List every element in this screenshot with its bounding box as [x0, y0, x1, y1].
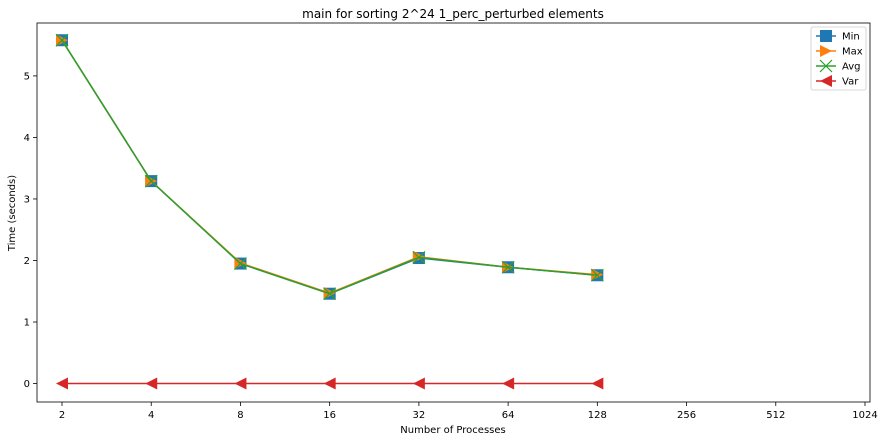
data-point-avg	[234, 257, 247, 270]
y-axis-label: Time (seconds)	[7, 175, 18, 252]
x-tick-label: 4	[148, 410, 154, 421]
x-marker-stroke	[55, 33, 69, 47]
data-point-var	[502, 377, 515, 390]
legend-label-var: Var	[842, 77, 859, 88]
data-point-var	[145, 377, 158, 390]
x-marker-stroke	[144, 174, 158, 188]
data-point-var	[412, 377, 425, 390]
legend-marker-max	[820, 45, 832, 57]
x-tick-label: 2	[59, 410, 65, 421]
data-point-var	[591, 377, 604, 390]
legend-label-max: Max	[842, 47, 863, 58]
data-point-var	[323, 377, 336, 390]
x-marker-stroke	[234, 257, 247, 270]
y-axis: 0 1 2 3 4 5	[24, 71, 37, 390]
x-marker-stroke	[323, 287, 337, 301]
y-tick-label: 2	[24, 256, 30, 267]
y-tick-label: 5	[24, 71, 30, 82]
legend-frame	[810, 26, 867, 91]
data-point-avg	[323, 287, 337, 301]
data-point-var	[234, 377, 247, 390]
legend-marker-avg	[819, 59, 833, 73]
legend-label-min: Min	[842, 32, 860, 43]
y-tick-label: 3	[24, 194, 30, 205]
data-point-avg	[412, 250, 426, 264]
x-axis-label: Number of Processes	[400, 425, 505, 436]
y-tick-label: 0	[24, 379, 30, 390]
x-tick-label: 512	[766, 410, 785, 421]
legend-marker-min	[820, 30, 832, 42]
chart-title: main for sorting 2^24 1_perc_perturbed e…	[302, 7, 604, 21]
x-tick-label: 64	[502, 410, 515, 421]
data-point-var	[56, 377, 68, 390]
legend-label-avg: Avg	[842, 62, 861, 73]
x-tick-label: 256	[677, 410, 696, 421]
x-tick-label: 128	[588, 410, 607, 421]
plot-area-frame	[36, 22, 871, 403]
legend: Min Max Avg Var	[810, 26, 867, 91]
data-point-avg	[55, 33, 69, 47]
data-point-avg	[590, 268, 604, 282]
x-axis: 2 4 8 16 32 64 128 256 512 1024	[59, 402, 878, 421]
x-tick-label: 8	[237, 410, 243, 421]
legend-marker-var	[820, 75, 832, 87]
x-marker-stroke	[590, 268, 604, 282]
x-tick-label: 16	[323, 410, 336, 421]
x-marker-stroke	[501, 260, 515, 274]
y-tick-label: 4	[24, 133, 30, 144]
series-layer	[55, 33, 604, 390]
data-point-avg	[144, 174, 158, 188]
series-line-avg	[61, 39, 598, 295]
y-tick-label: 1	[24, 318, 30, 329]
data-point-avg	[501, 260, 515, 274]
x-tick-label: 1024	[852, 410, 877, 421]
x-marker-stroke	[819, 59, 833, 73]
x-marker-stroke	[412, 250, 426, 264]
x-tick-label: 32	[413, 410, 426, 421]
